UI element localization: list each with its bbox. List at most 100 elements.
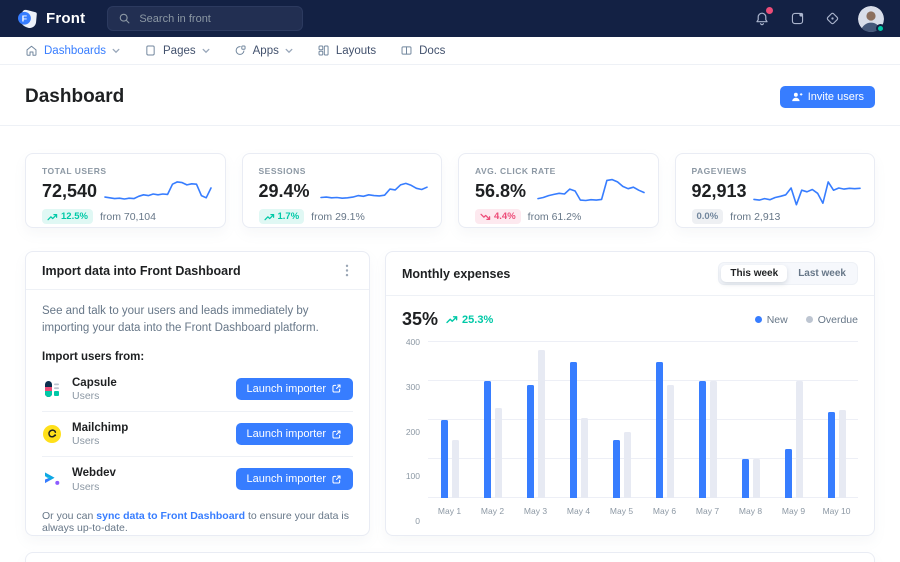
bar-group-may-5 (600, 342, 643, 498)
toggle-this-week[interactable]: This week (721, 265, 788, 282)
topnav-actions (753, 5, 885, 33)
import-source-name: Webdev (72, 467, 116, 480)
chevron-down-icon (202, 48, 210, 54)
expenses-card-header: Monthly expenses This week Last week (386, 252, 874, 296)
top-navbar: F Front (0, 0, 900, 37)
import-description: See and talk to your users and leads imm… (42, 305, 319, 335)
import-source-name: Capsule (72, 376, 117, 389)
subnav-item-pages[interactable]: Pages (144, 44, 210, 57)
stat-card-avg-click-rate: Avg. click rate 56.8% 4.4% from 61.2% (458, 153, 659, 228)
subnav-item-dashboards[interactable]: Dashboards (25, 44, 120, 57)
bar-new (698, 381, 706, 498)
bar-new (483, 381, 491, 498)
search-input[interactable] (139, 12, 293, 25)
expenses-value: 35% (402, 309, 439, 329)
bar-group-may-8 (729, 342, 772, 498)
import-source-sub: Users (72, 435, 100, 448)
page-icon (144, 44, 157, 57)
bar-new (784, 449, 792, 498)
apps-launcher-button[interactable] (788, 10, 806, 28)
trend-up-icon (263, 213, 275, 221)
stat-value: 56.8% (475, 181, 527, 201)
sync-data-link[interactable]: sync data to Front Dashboard (96, 509, 246, 522)
y-tick-label: 300 (405, 381, 420, 392)
bar-group-may-6 (643, 342, 686, 498)
partial-card (25, 552, 875, 562)
bar-overdue (494, 408, 502, 498)
sparkline-chart (536, 168, 646, 219)
bar-overdue (709, 381, 717, 498)
launch-importer-button[interactable]: Launch importer (235, 377, 353, 400)
import-row-mailchimp: Mailchimp Users Launch importer (42, 412, 353, 458)
bar-overdue (838, 410, 846, 498)
stat-from: from 70,104 (99, 210, 156, 223)
notifications-button[interactable] (753, 6, 773, 28)
stat-from: from 2,913 (730, 210, 781, 223)
stat-delta-badge: 0.0% (691, 209, 724, 224)
person-plus-icon (791, 91, 803, 103)
stat-delta-badge: 4.4% (475, 209, 521, 224)
panels-row: Import data into Front Dashboard See and… (0, 251, 900, 536)
brand-name: Front (46, 10, 86, 27)
card-menu-button[interactable] (341, 262, 353, 279)
import-source-sub: Users (72, 389, 100, 402)
bar-group-may-4 (557, 342, 600, 498)
legend-item-overdue[interactable]: Overdue (805, 314, 858, 326)
stat-value: 92,913 (691, 181, 747, 201)
x-tick-label: May 9 (781, 506, 806, 516)
subnav-item-apps[interactable]: Apps (234, 44, 293, 57)
x-tick-label: May 7 (695, 506, 720, 516)
kebab-icon (345, 264, 349, 277)
chart-x-axis: May 1 May 2 May 3 May 4 May 5 May 6 May 7 May 8… (428, 506, 858, 516)
chart-legend: New Overdue (754, 314, 858, 326)
expenses-card-body: 35% 25.3% New Overdue 0 100 200 300 400 May 1… (386, 296, 874, 535)
external-link-icon (331, 429, 342, 440)
bar-new (655, 361, 663, 498)
front-logo-icon: F (16, 8, 38, 30)
stat-label: Avg. click rate (475, 166, 556, 176)
legend-item-new[interactable]: New (754, 314, 788, 326)
bar-overdue (537, 349, 545, 498)
launch-importer-button[interactable]: Launch importer (235, 423, 353, 446)
trend-down-icon (480, 213, 491, 221)
online-status-dot (876, 23, 885, 33)
bell-icon (754, 11, 770, 27)
page-title: Dashboard (25, 86, 125, 107)
bar-new (827, 412, 835, 498)
stat-from: from 29.1% (311, 210, 365, 223)
import-source-sub: Users (72, 480, 100, 493)
notification-dot (766, 6, 773, 14)
stat-card-total-users: Total users 72,540 12.5% from 70,104 (25, 153, 226, 228)
search-icon (118, 12, 131, 25)
svg-text:F: F (22, 13, 27, 23)
bar-overdue (666, 384, 674, 498)
bar-group-may-3 (514, 342, 557, 498)
invite-users-button[interactable]: Invite users (779, 86, 875, 108)
chevron-down-icon (285, 48, 293, 54)
capsule-icon (42, 379, 62, 399)
monthly-expenses-card: Monthly expenses This week Last week 35% … (385, 251, 875, 536)
import-card-body: See and talk to your users and leads imm… (26, 290, 369, 535)
apps-circle-icon (234, 44, 247, 57)
toggle-last-week[interactable]: Last week (789, 265, 855, 282)
bar-new (526, 384, 534, 498)
bar-new (612, 439, 620, 498)
external-link-icon (331, 474, 342, 485)
x-tick-label: May 10 (822, 506, 851, 516)
launch-importer-button[interactable]: Launch importer (235, 468, 353, 491)
stat-card-pageviews: Pageviews 92,913 0.0% from 2,913 (674, 153, 875, 228)
bar-group-may-1 (428, 342, 471, 498)
home-icon (25, 44, 38, 57)
subnav-item-layouts[interactable]: Layouts (317, 44, 376, 57)
import-subtitle: Import users from: (42, 350, 145, 363)
bar-new (569, 361, 577, 498)
settings-button[interactable] (823, 10, 841, 28)
stat-value: 29.4% (258, 181, 310, 201)
y-tick-label: 0 (415, 516, 420, 526)
brand[interactable]: F Front (16, 8, 85, 30)
import-data-card: Import data into Front Dashboard See and… (25, 251, 370, 536)
x-tick-label: May 3 (523, 506, 548, 516)
subnav-item-docs[interactable]: Docs (400, 44, 445, 57)
docs-icon (400, 44, 413, 57)
user-avatar[interactable] (858, 5, 885, 33)
